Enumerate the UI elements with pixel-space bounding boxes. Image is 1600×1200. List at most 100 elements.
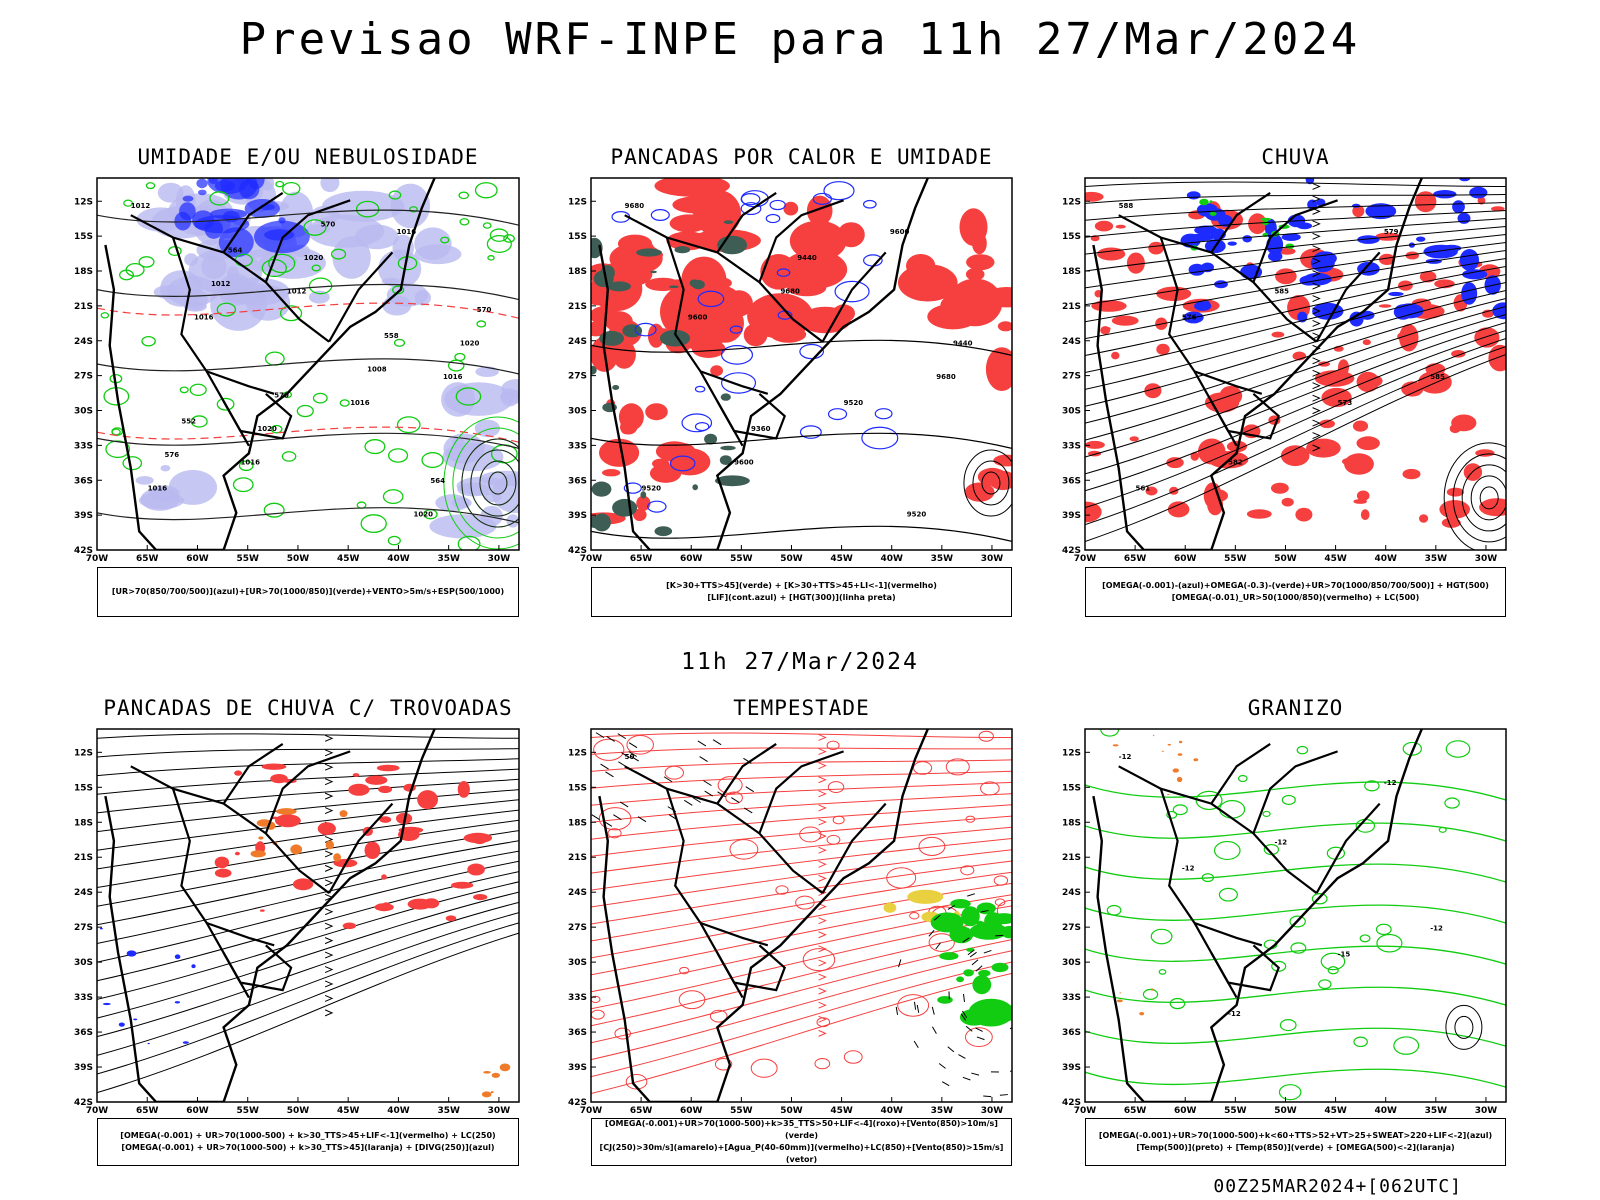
lon-tick-label: 55W [1224,554,1247,564]
lon-tick-label: 70W [580,1106,603,1116]
contour-label: 1020 [460,339,480,347]
legend-line: [OMEGA(-0.001) + UR>70(1000-500) + k>30_… [120,1131,496,1140]
lon-tick-label: 35W [931,1106,954,1116]
lat-tick-label: 42S [1062,1098,1081,1108]
contour-label: 588 [1119,202,1134,210]
lon-tick-label: 40W [1374,1106,1397,1116]
lon-tick-label: 45W [830,1106,853,1116]
lat-tick-label: 33S [1062,441,1081,451]
unstable-red-west [591,277,726,525]
lat-tick-label: 33S [74,993,93,1003]
lon-tick-label: 60W [1174,1106,1197,1116]
legend-line: [LIF](cont.azul) + [HGT(300)](linha pret… [707,593,896,602]
contour-label: 1016 [148,484,168,492]
omega-red [1085,191,1506,528]
hgt500-streamlines [1085,181,1506,542]
lat-tick-label: 18S [1062,267,1081,277]
contour-label: 582 [1228,458,1243,466]
lat-tick-label: 30S [74,407,93,417]
lon-tick-label: 50W [780,554,803,564]
unstable-red [591,178,865,372]
contour-label: 1020 [257,425,277,433]
lat-tick-label: 36S [74,1028,93,1038]
hgt500-low [1443,442,1506,550]
lon-tick-label: 65W [630,554,653,564]
contour-label: 1008 [367,365,387,373]
lat-tick-label: 30S [1062,958,1081,968]
humidity-cyclone [429,366,519,539]
lon-tick-label: 35W [437,554,460,564]
temp850-contours [1085,729,1506,1101]
contour-label: 9600 [890,228,910,236]
lat-tick-label: 24S [568,888,587,898]
contour-label: 552 [181,418,196,426]
lon-tick-label: 40W [1374,554,1397,564]
lat-tick-label: 21S [1062,853,1081,863]
legend-box-5: [OMEGA(-0.001)+UR>70(1000-500)+k>35_TTS>… [591,1118,1012,1166]
contour-label: 1016 [443,373,463,381]
hgt300-low [963,449,1012,517]
lon-tick-label: 55W [236,1106,259,1116]
unstable-red-east [898,208,1012,391]
storm-orange [250,808,348,862]
contour-label: 564 [430,477,445,485]
lat-tick-label: 39S [74,1063,93,1073]
lat-tick-label: 42S [74,1098,93,1108]
lat-tick-label: 36S [568,1028,587,1038]
lon-tick-label: 60W [680,1106,703,1116]
upper-vectors [591,732,755,827]
lat-tick-label: 15S [568,783,587,793]
storm-red [214,763,493,930]
lat-tick-label: 36S [568,476,587,486]
lon-tick-label: 50W [287,554,310,564]
contour-label: 1020 [414,511,434,519]
lat-tick-label: 27S [1062,923,1081,933]
lon-tick-label: 40W [387,1106,410,1116]
contour-label: 9520 [642,484,662,492]
lon-tick-label: 65W [1124,1106,1147,1116]
lat-tick-label: 12S [568,197,587,207]
contour-label: 1020 [304,254,324,262]
country-borders [104,729,436,1102]
contour-label: 570 [274,391,289,399]
lon-tick-label: 65W [136,1106,159,1116]
lat-tick-label: 30S [568,958,587,968]
lat-tick-label: 36S [1062,1028,1081,1038]
lon-tick-label: 30W [981,554,1004,564]
contour-label: 9600 [734,458,754,466]
lat-tick-label: 27S [74,923,93,933]
contour-label: -12 [1430,924,1443,932]
contour-label: 1012 [131,202,151,210]
lon-tick-label: 30W [981,1106,1004,1116]
lon-tick-label: 40W [387,554,410,564]
contour-labels: -12 -12 -12 -12 -12 -12 -15 [1119,753,1443,1018]
lon-tick-label: 60W [680,554,703,564]
lat-tick-label: 15S [74,232,93,242]
lc850-streamlines [591,732,1012,1094]
contour-label: 1016 [350,399,370,407]
legend-box-2: [K>30+TTS>45](verde) + [K>30+TTS>45+LI<-… [591,567,1012,617]
lat-tick-label: 15S [568,232,587,242]
low-level-humidity-contours [100,180,518,550]
lon-tick-label: 70W [86,554,109,564]
lon-tick-label: 50W [780,1106,803,1116]
lon-tick-label: 60W [186,554,209,564]
contour-label: -12 [1228,1010,1241,1018]
contour-label: 9440 [797,254,817,262]
lon-tick-label: 70W [86,1106,109,1116]
country-borders [1092,729,1423,1102]
lon-tick-label: 70W [1074,554,1097,564]
legend-line: [OMEGA(-0.001)+UR>70(1000-500)+k<60+TTS>… [1098,1131,1493,1140]
lat-tick-label: 36S [74,476,93,486]
lat-tick-label: 42S [568,1098,587,1108]
lat-tick-label: 33S [74,441,93,451]
lat-tick-label: 15S [1062,232,1081,242]
contour-label: -12 [1384,779,1397,787]
lat-tick-label: 15S [1062,783,1081,793]
lon-tick-label: 60W [186,1106,209,1116]
contour-label: 9680 [936,373,956,381]
contour-label: 576 [165,451,180,459]
lon-tick-label: 35W [931,554,954,564]
